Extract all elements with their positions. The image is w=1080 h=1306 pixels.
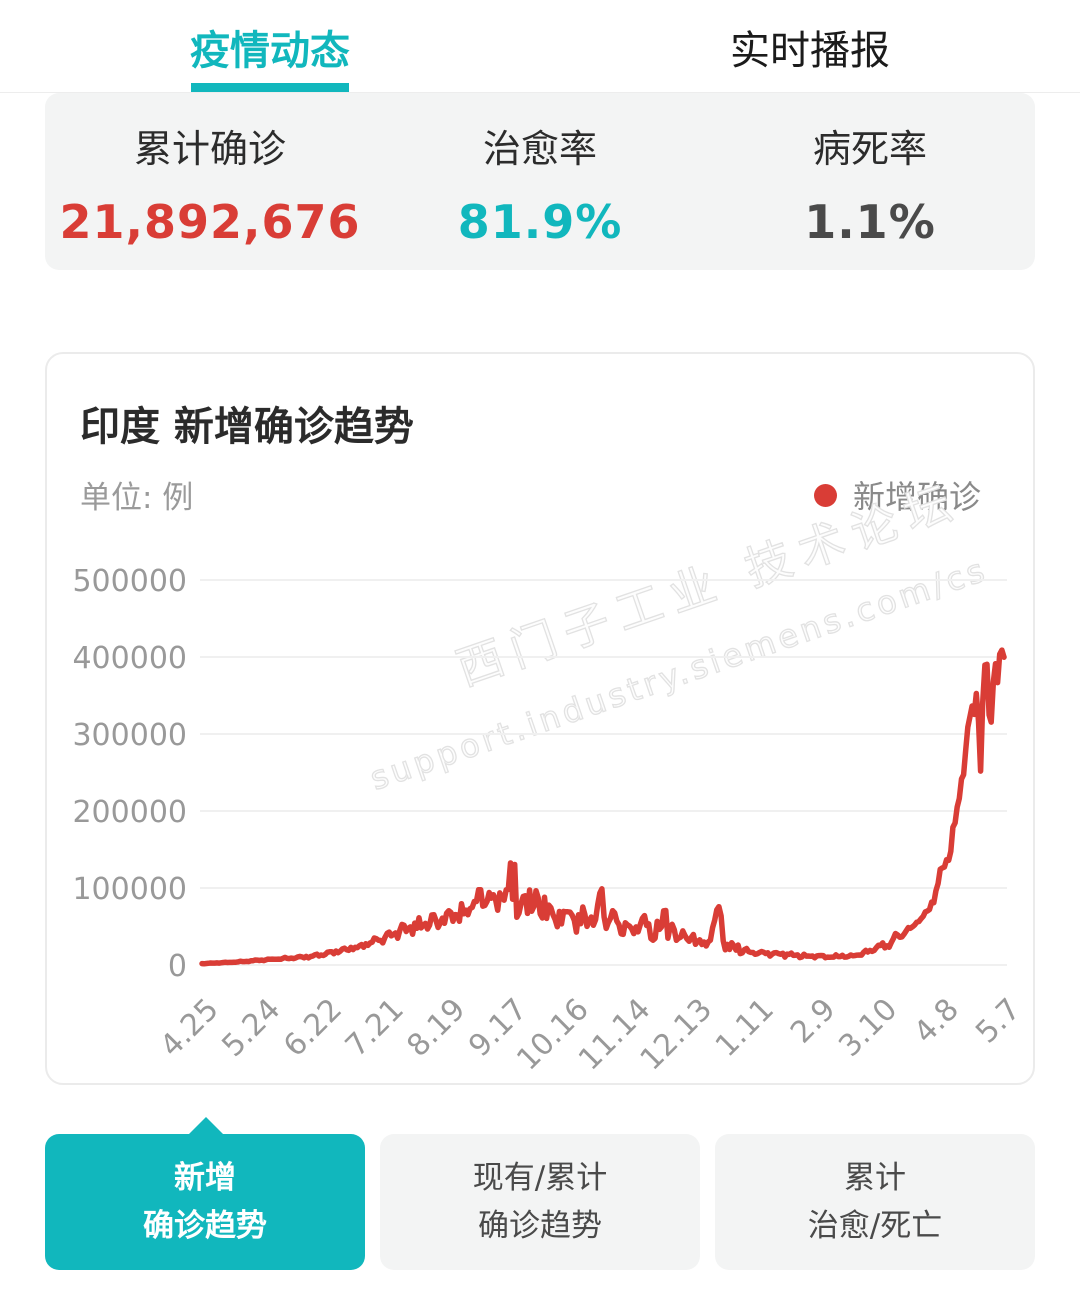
legend-label: 新增确诊 (852, 478, 981, 516)
stat-cure-rate-value: 81.9% (457, 195, 623, 249)
x-axis-tick-label: 4.8 (907, 992, 965, 1050)
stat-cure-rate-label: 治愈率 (482, 127, 597, 171)
button-cumulative-cured-deaths[interactable]: 累计 治愈/死亡 (715, 1134, 1035, 1270)
button-existing-cumulative-line1: 现有/累计 (472, 1160, 608, 1196)
y-axis-tick-label: 100000 (72, 872, 187, 907)
top-tabbar: 疫情动态 实时播报 (0, 0, 1080, 93)
stat-cure-rate: 治愈率 81.9% (375, 93, 705, 270)
stat-total-confirmed-value: 21,892,676 (59, 195, 361, 249)
stat-fatality-rate-label: 病死率 (812, 127, 927, 171)
x-axis-tick-label: 5.7 (969, 992, 1027, 1050)
button-existing-cumulative-line2: 确诊趋势 (478, 1208, 602, 1244)
active-button-pointer-icon (187, 1117, 225, 1136)
x-axis-tick-label: 3.10 (832, 992, 904, 1064)
legend-dot-icon (813, 483, 837, 507)
y-axis-tick-label: 200000 (72, 795, 187, 830)
chart-legend: 新增确诊 (813, 472, 981, 518)
stat-total-confirmed-label: 累计确诊 (133, 127, 286, 171)
x-axis-tick-label: 7.21 (339, 992, 411, 1064)
y-axis-tick-label: 400000 (72, 641, 187, 676)
button-existing-cumulative-trend[interactable]: 现有/累计 确诊趋势 (380, 1134, 700, 1270)
active-tab-underline (191, 83, 349, 92)
chart-switch-buttons: 新增 确诊趋势 现有/累计 确诊趋势 累计 治愈/死亡 (45, 1117, 1035, 1270)
new-cases-line-chart: 0 100000 200000 300000 400000 500000 4.255.246… (72, 564, 1027, 1077)
button-cumulative-cured-line1: 累计 (844, 1160, 906, 1196)
trend-chart-card: 印度 新增确诊趋势 单位: 例 新增确诊 西门子工业 技术论坛 support.… (45, 352, 1035, 1085)
x-axis-tick-label: 4.25 (154, 992, 226, 1064)
x-axis-tick-label: 1.11 (709, 992, 781, 1064)
y-axis-tick-label: 0 (168, 949, 187, 984)
tab-epidemic-trends[interactable]: 疫情动态 (0, 0, 540, 92)
new-cases-series-line (199, 647, 1007, 967)
chart-unit-label: 单位: 例 (80, 480, 194, 516)
tab-epidemic-trends-label: 疫情动态 (190, 28, 350, 74)
x-axis-tick-label: 12.13 (634, 992, 719, 1077)
tab-live-broadcast[interactable]: 实时播报 (540, 0, 1080, 92)
y-axis-tick-label: 300000 (72, 718, 187, 753)
stat-fatality-rate-value: 1.1% (804, 195, 936, 249)
y-axis-tick-label: 500000 (72, 564, 187, 599)
button-cumulative-cured-line2: 治愈/死亡 (807, 1208, 943, 1244)
x-axis-tick-label: 5.24 (215, 992, 287, 1064)
button-new-confirmed-line1: 新增 (174, 1160, 236, 1196)
stat-fatality-rate: 病死率 1.1% (705, 93, 1035, 270)
stat-total-confirmed: 累计确诊 21,892,676 (45, 93, 375, 270)
chart-title: 印度 新增确诊趋势 (80, 404, 414, 450)
tab-live-broadcast-label: 实时播报 (730, 28, 890, 74)
x-axis-tick-label: 8.19 (400, 992, 472, 1064)
stats-summary-card: 累计确诊 21,892,676 治愈率 81.9% 病死率 1.1% (45, 93, 1035, 270)
x-axis-tick-label: 6.22 (277, 992, 349, 1064)
button-new-confirmed-trend[interactable]: 新增 确诊趋势 (45, 1117, 365, 1270)
button-new-confirmed-line2: 确诊趋势 (143, 1208, 267, 1244)
